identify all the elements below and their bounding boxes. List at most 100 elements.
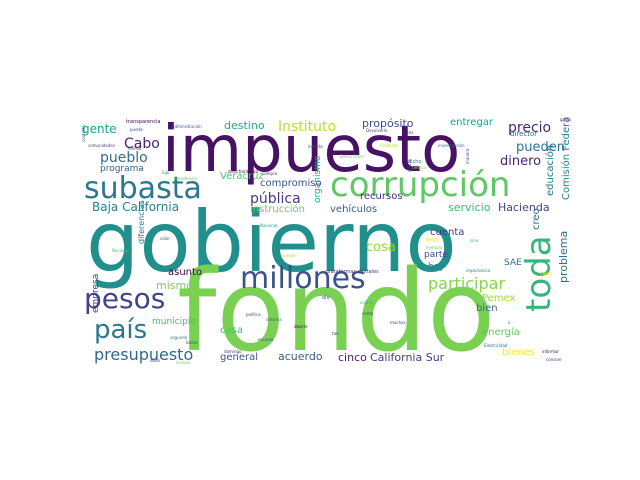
word-comision-federal: Comisión Federal <box>561 116 572 200</box>
word-escuela: escuela <box>258 337 274 342</box>
word-decirle: decirle <box>294 324 308 329</box>
word-pemex: Pemex <box>482 293 516 304</box>
word-debo: debo <box>150 358 160 363</box>
word-programa: programa <box>100 164 144 174</box>
word-publica: pública <box>250 191 301 207</box>
word-quiero: quiero <box>407 159 412 172</box>
word-electricidad: Electricidad <box>484 343 508 348</box>
word-participar: participar <box>428 274 506 293</box>
word-municipio: municipio <box>152 317 196 327</box>
word-pueden: pueden <box>516 140 565 155</box>
word-bienes: bienes <box>502 347 535 358</box>
word-veces: veces <box>402 130 414 135</box>
word-general: general <box>220 352 259 363</box>
word-destino: destino <box>224 119 265 132</box>
word-dinero: dinero <box>500 154 542 169</box>
word-tiempo: tiempo <box>412 165 427 170</box>
word-casa: casa <box>220 325 243 336</box>
word-compra: compra <box>262 171 278 176</box>
word-pesos: pesos <box>84 282 166 315</box>
word-comunidades: comunidades <box>88 143 115 148</box>
word-pueblo: pueblo <box>100 150 148 166</box>
word-sistema: sistema <box>266 317 282 322</box>
word-educacion: educación <box>545 144 556 196</box>
word-fondo: fondo <box>177 247 496 372</box>
word-pais: país <box>94 315 148 345</box>
word-sino: sino <box>470 238 479 243</box>
word-hoy: hoy <box>428 262 445 272</box>
word-corrupcion: corrupción <box>330 165 511 205</box>
word-cumplir: cumplir <box>282 253 298 258</box>
word-asunto: asunto <box>168 267 203 278</box>
word-organismo: organismo <box>313 155 323 203</box>
word-cabo: Cabo <box>124 136 160 152</box>
word-conocer: conocer <box>546 357 562 362</box>
word-gobierno: gobierno <box>86 193 457 291</box>
word-acuerdo: acuerdo <box>278 350 323 363</box>
word-informar: informar <box>542 349 560 354</box>
word-pago: pago <box>426 237 439 243</box>
word-impuesto: impuesto <box>162 116 461 187</box>
word-instituto: Instituto <box>278 119 337 135</box>
word-segundo: segundo <box>170 335 188 340</box>
word-vehiculos: vehículos <box>330 204 378 215</box>
word-importancia: importancia <box>466 268 490 273</box>
word-lujo: lujo <box>162 170 170 175</box>
word-politica: política <box>246 312 261 317</box>
word-problema: problema <box>557 230 570 283</box>
word-millones: millones <box>240 261 366 296</box>
word-bases: bases <box>186 340 198 345</box>
word-subasta: subasta <box>84 171 202 206</box>
word-presupuesto: presupuesto <box>94 345 194 364</box>
word-manera: manera <box>465 148 470 164</box>
word-administracion: administración <box>172 124 202 129</box>
word-cabos: Cabos <box>540 271 553 276</box>
word-bellas-artes: Bellas Artes <box>340 154 364 159</box>
word-pueda: pueda <box>130 127 143 132</box>
word-director: director <box>510 130 538 138</box>
word-cuenta: cuenta <box>430 227 465 238</box>
word-mismo: mismo <box>156 279 193 292</box>
word-plataformas-digitales: plataformas digitales <box>326 269 379 275</box>
word-domingo: domingo <box>224 349 242 354</box>
word-instruccion: instrucción <box>250 204 305 215</box>
word-viendo: viendo <box>128 146 142 151</box>
word-gasto: gasto <box>560 117 572 122</box>
word-dio: dio <box>322 295 330 301</box>
word-creo: creo <box>531 208 542 230</box>
word-voz: voz <box>372 135 379 140</box>
word-gente: gente <box>82 122 117 136</box>
word-baja-california: Baja California <box>92 200 180 214</box>
word-energia: energía <box>482 327 520 338</box>
word-venta: venta <box>362 311 374 316</box>
word-inmisto: inmisto <box>308 144 323 149</box>
word-empresa: empresa <box>91 273 101 313</box>
word-ir: ir <box>508 320 511 325</box>
word-veracruz: Veracruz <box>220 171 264 182</box>
word-contrato: contrato <box>81 125 86 142</box>
word-presidencia: Presidencia <box>174 176 197 181</box>
word-hacienda: Hacienda <box>498 201 550 214</box>
word-tan: tan <box>332 331 339 336</box>
word-cuanto: cuánto <box>360 300 374 305</box>
word-nacional-1: Nacional <box>260 223 278 228</box>
word-investigacion: investigación <box>438 143 465 148</box>
word-parte: parte <box>424 250 448 260</box>
word-incluso: incluso <box>176 360 191 365</box>
word-transparencia: transparencia <box>126 119 161 125</box>
word-ejemplo: ejemplo <box>426 245 443 250</box>
word-valor: valor <box>160 236 171 241</box>
word-devolverle: Devolverle <box>366 128 388 133</box>
word-proposito: propósito <box>362 117 414 130</box>
word-cosa: cosa <box>366 240 396 255</box>
word-cinco: cinco <box>338 351 367 364</box>
word-nacional-2: Nacional <box>112 248 130 253</box>
word-diferencias: diferencias <box>137 200 146 244</box>
word-dicho: dicho <box>408 159 422 165</box>
word-entregar: entregar <box>450 117 494 128</box>
word-bien: bien <box>476 303 498 314</box>
word-precio: precio <box>508 120 552 136</box>
word-coahuila: Coahuila <box>380 143 398 148</box>
word-servicio: servicio <box>448 201 491 214</box>
word-sae: SAE <box>504 258 522 268</box>
